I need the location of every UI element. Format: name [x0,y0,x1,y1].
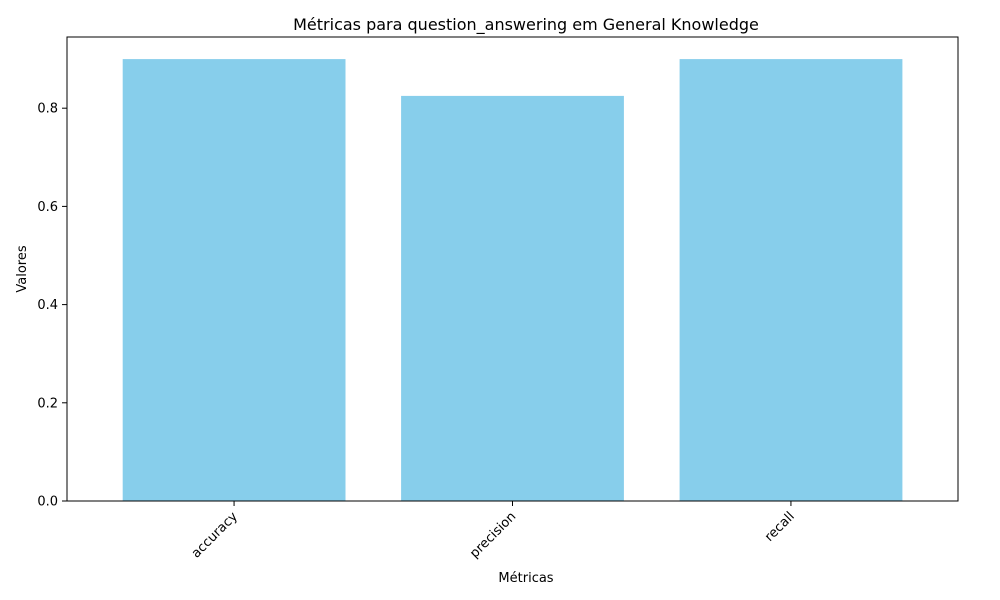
bar-recall [679,59,903,501]
bar-precision [401,95,624,502]
y-axis-label: Valores [15,245,30,292]
y-tick-label: 0.6 [37,200,58,215]
bar-accuracy [122,59,346,501]
y-tick-label: 0.0 [37,495,58,510]
y-tick-label: 0.4 [37,298,58,313]
x-axis-label: Métricas [498,571,553,586]
y-tick-label: 0.2 [37,396,58,411]
chart-title: Métricas para question_answering em Gene… [293,15,759,35]
y-tick-label: 0.8 [37,102,58,117]
